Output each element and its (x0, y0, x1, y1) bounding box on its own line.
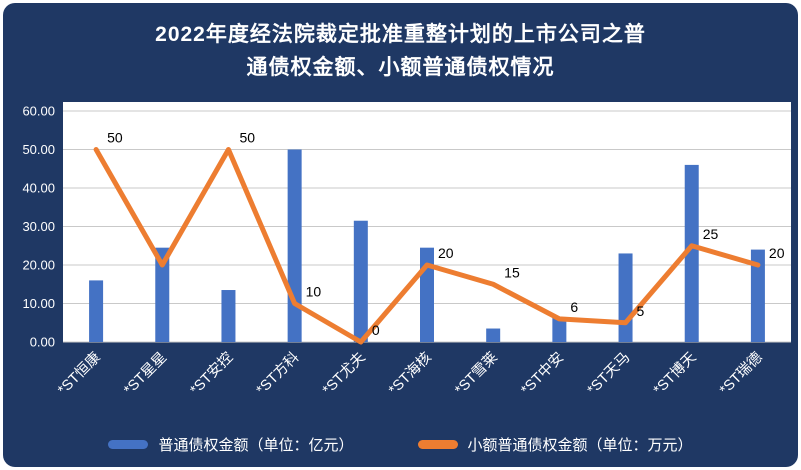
y-tick-label: 60.00 (22, 104, 55, 119)
bar (486, 328, 501, 342)
x-axis-label: *ST雪莱 (451, 349, 501, 399)
chart-title: 2022年度经法院裁定批准重整计划的上市公司之普 通债权金额、小额普通债权情况 (3, 19, 798, 84)
y-tick-label: 50.00 (22, 142, 55, 157)
data-label: 20 (438, 245, 454, 261)
bar (287, 149, 302, 342)
data-label: 6 (570, 299, 578, 315)
x-axis-label: *ST恒康 (54, 349, 104, 399)
line-series-legend-label: 小额普通债权金额（单位：万元） (467, 437, 693, 454)
x-axis-label: *ST海核 (385, 349, 435, 399)
line-series-marker-icon (417, 440, 458, 449)
data-label: 50 (107, 130, 123, 146)
legend-item-bar-series: 普通债权金额（单位：亿元） (108, 434, 354, 455)
legend-item-line-series: 小额普通债权金额（单位：万元） (417, 434, 693, 455)
y-tick-label: 30.00 (22, 219, 55, 234)
data-label: 10 (306, 284, 322, 300)
x-axis-label: *ST尤夫 (319, 348, 369, 398)
x-axis-label: *ST星星 (121, 350, 170, 399)
bar-series-legend-label: 普通债权金额（单位：亿元） (158, 437, 354, 454)
y-tick-label: 0.00 (30, 335, 55, 350)
bar (89, 280, 104, 342)
y-tick-label: 10.00 (22, 296, 55, 311)
bar (750, 249, 765, 342)
data-label: 0 (372, 322, 380, 338)
data-label: 25 (703, 226, 719, 242)
x-axis-label: *ST博天 (650, 349, 700, 399)
x-axis-label: *ST安控 (187, 349, 237, 399)
bar (420, 247, 434, 342)
chart-title-line1: 2022年度经法院裁定批准重整计划的上市公司之普 (155, 23, 646, 46)
line-series (93, 147, 761, 345)
chart-legend: 普通债权金额（单位：亿元） 小额普通债权金额（单位：万元） (3, 434, 798, 455)
bar (221, 290, 236, 342)
x-axis-label: *ST瑞德 (716, 349, 766, 399)
x-axis-label: *ST方科 (253, 349, 303, 399)
bar (552, 316, 567, 342)
data-label: 50 (239, 130, 255, 146)
chart-frame: 2022年度经法院裁定批准重整计划的上市公司之普 通债权金额、小额普通债权情况 … (3, 3, 798, 467)
data-label: 15 (504, 264, 520, 280)
bar (618, 253, 633, 342)
bar (155, 247, 170, 342)
data-label: 20 (769, 245, 785, 261)
bar-series-marker-icon (108, 440, 149, 449)
bar (684, 164, 699, 342)
x-axis-label: *ST天马 (584, 349, 634, 399)
x-axis-label: *ST中安 (518, 349, 568, 399)
data-label: 5 (637, 303, 645, 319)
chart-title-line2: 通债权金额、小额普通债权情况 (246, 55, 555, 79)
bar (353, 220, 368, 342)
y-tick-label: 40.00 (22, 181, 55, 196)
y-tick-label: 20.00 (22, 258, 55, 273)
